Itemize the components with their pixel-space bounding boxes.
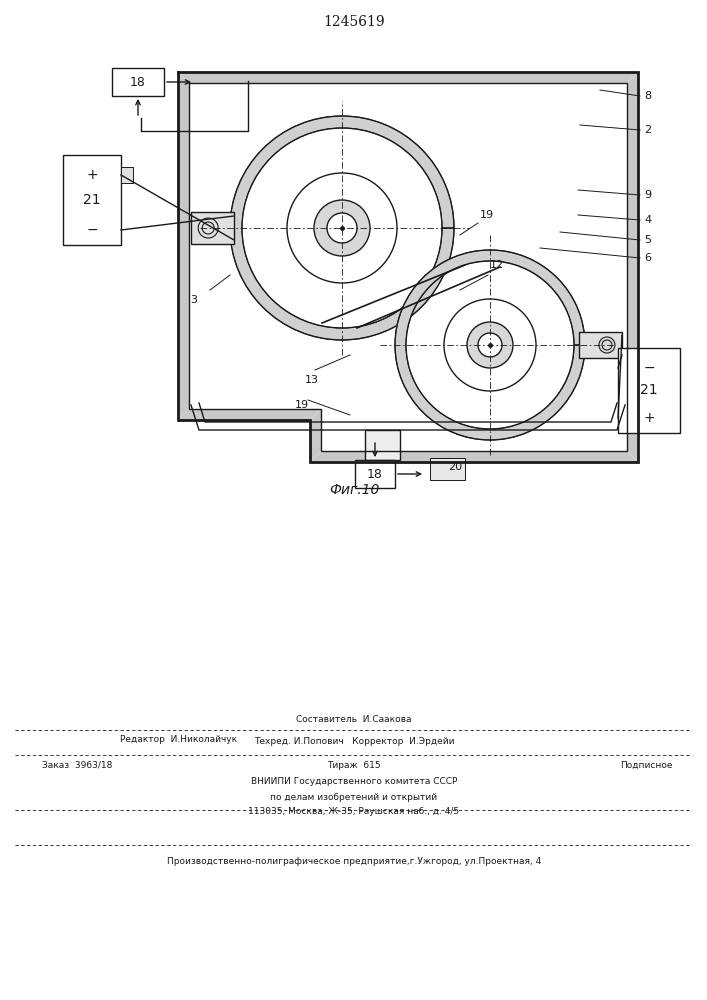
Text: Фиг.10: Фиг.10 [329,483,379,497]
Bar [121,167,133,183]
Bar [191,212,234,244]
Polygon shape [230,116,454,340]
Polygon shape [395,250,585,440]
Bar [618,348,680,433]
Text: 18: 18 [130,76,146,89]
Text: Техред. И.Попович   Корректор  И.Эрдейи: Техред. И.Попович Корректор И.Эрдейи [254,738,455,746]
Text: 18: 18 [367,468,383,481]
Text: −: − [86,223,98,237]
Text: 21: 21 [640,383,658,397]
Bar [63,155,121,245]
Text: 13: 13 [305,375,319,385]
Text: +: + [86,168,98,182]
Text: −: − [643,361,655,375]
Text: 4: 4 [644,215,651,225]
Text: 5: 5 [644,235,651,245]
Circle shape [314,200,370,256]
Bar [355,460,395,488]
Text: 9: 9 [644,190,651,200]
Polygon shape [310,409,321,462]
Text: Производственно-полиграфическое предприятие,г.Ужгород, ул.Проектная, 4: Производственно-полиграфическое предприя… [167,857,541,866]
Text: по делам изобретений и открытий: по делам изобретений и открытий [271,792,438,802]
Text: 21: 21 [83,193,101,207]
Text: Составитель  И.Саакова: Составитель И.Саакова [296,716,411,724]
Text: 2: 2 [644,125,651,135]
Text: 20: 20 [448,462,462,472]
Polygon shape [310,451,638,462]
Text: Подписное: Подписное [620,760,672,770]
Text: Тираж  615: Тираж 615 [327,760,381,770]
Bar [365,430,400,460]
Circle shape [287,173,397,283]
Text: 6: 6 [644,253,651,263]
Text: +: + [643,411,655,425]
Polygon shape [178,72,638,83]
Circle shape [467,322,513,368]
Text: 1245619: 1245619 [323,15,385,29]
Text: 3: 3 [190,295,197,305]
Circle shape [327,213,357,243]
Text: 19: 19 [295,400,309,410]
Text: 8: 8 [644,91,651,101]
Text: 19: 19 [480,210,494,220]
Text: ВНИИПИ Государственного комитета СССР: ВНИИПИ Государственного комитета СССР [251,778,457,786]
Polygon shape [178,72,189,420]
Bar [579,332,622,358]
Polygon shape [627,72,638,462]
Bar [112,68,164,96]
Text: 113035, Москва, Ж-35, Раушская наб., д. 4/5: 113035, Москва, Ж-35, Раушская наб., д. … [248,808,460,816]
Text: Заказ  3963/18: Заказ 3963/18 [42,760,112,770]
Text: Редактор  И.Николайчук: Редактор И.Николайчук [120,736,237,744]
Circle shape [478,333,502,357]
Polygon shape [178,409,321,420]
Text: 12: 12 [490,260,504,270]
Circle shape [444,299,536,391]
Bar [430,458,465,480]
